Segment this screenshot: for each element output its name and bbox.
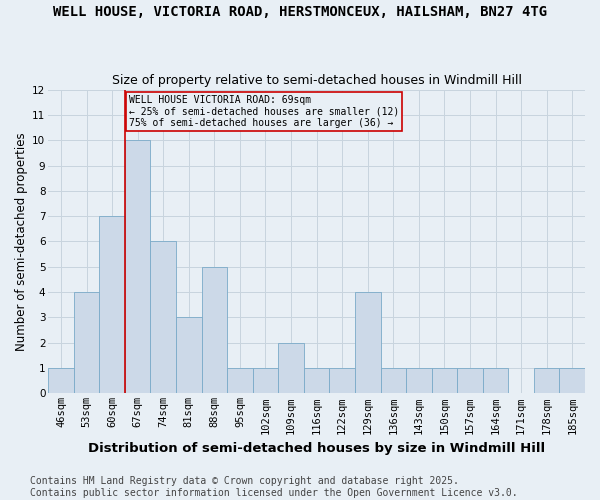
- Bar: [48, 368, 74, 394]
- Title: Size of property relative to semi-detached houses in Windmill Hill: Size of property relative to semi-detach…: [112, 74, 521, 87]
- Bar: [457, 368, 483, 394]
- Bar: [278, 343, 304, 394]
- Bar: [202, 267, 227, 394]
- Bar: [125, 140, 151, 394]
- Bar: [534, 368, 559, 394]
- Bar: [431, 368, 457, 394]
- Text: WELL HOUSE, VICTORIA ROAD, HERSTMONCEUX, HAILSHAM, BN27 4TG: WELL HOUSE, VICTORIA ROAD, HERSTMONCEUX,…: [53, 5, 547, 19]
- Y-axis label: Number of semi-detached properties: Number of semi-detached properties: [15, 132, 28, 351]
- Bar: [483, 368, 508, 394]
- Bar: [253, 368, 278, 394]
- Bar: [74, 292, 100, 394]
- Bar: [151, 242, 176, 394]
- Bar: [329, 368, 355, 394]
- Bar: [355, 292, 380, 394]
- Bar: [304, 368, 329, 394]
- Bar: [227, 368, 253, 394]
- Bar: [176, 318, 202, 394]
- Text: Contains HM Land Registry data © Crown copyright and database right 2025.
Contai: Contains HM Land Registry data © Crown c…: [30, 476, 518, 498]
- Bar: [406, 368, 431, 394]
- Bar: [100, 216, 125, 394]
- Bar: [559, 368, 585, 394]
- Text: WELL HOUSE VICTORIA ROAD: 69sqm
← 25% of semi-detached houses are smaller (12)
7: WELL HOUSE VICTORIA ROAD: 69sqm ← 25% of…: [129, 94, 399, 128]
- Bar: [380, 368, 406, 394]
- X-axis label: Distribution of semi-detached houses by size in Windmill Hill: Distribution of semi-detached houses by …: [88, 442, 545, 455]
